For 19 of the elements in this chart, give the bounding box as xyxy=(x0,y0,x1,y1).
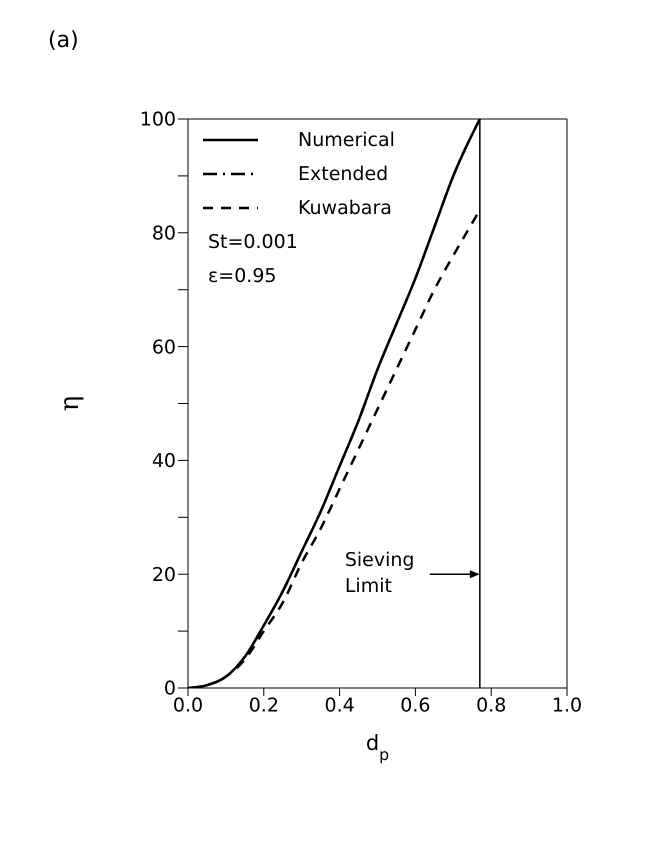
legend-label: Kuwabara xyxy=(298,197,392,219)
ref-line-label: Sieving Limit xyxy=(344,549,414,598)
x-tick-label: 0.2 xyxy=(248,694,279,716)
legend-label: Extended xyxy=(298,163,388,185)
x-tick-label: 0.4 xyxy=(324,694,355,716)
y-tick-label: 40 xyxy=(152,450,176,472)
y-axis-title: η xyxy=(55,396,85,412)
x-tick-label: 1.0 xyxy=(552,694,582,716)
x-tick-label: 0.6 xyxy=(400,694,431,716)
x-tick-label: 0.8 xyxy=(476,694,506,716)
annotation: ε=0.95 xyxy=(208,264,278,289)
y-tick-label: 100 xyxy=(140,108,176,131)
legend-label: Numerical xyxy=(298,129,395,151)
annotation: St=0.001 xyxy=(208,230,299,255)
x-axis-title: d$_{p}$ xyxy=(366,731,390,764)
y-tick-label: 80 xyxy=(152,222,176,245)
y-tick-label: 20 xyxy=(152,564,176,586)
y-tick-label: 60 xyxy=(152,336,176,358)
chart-title: (a) xyxy=(48,28,79,53)
